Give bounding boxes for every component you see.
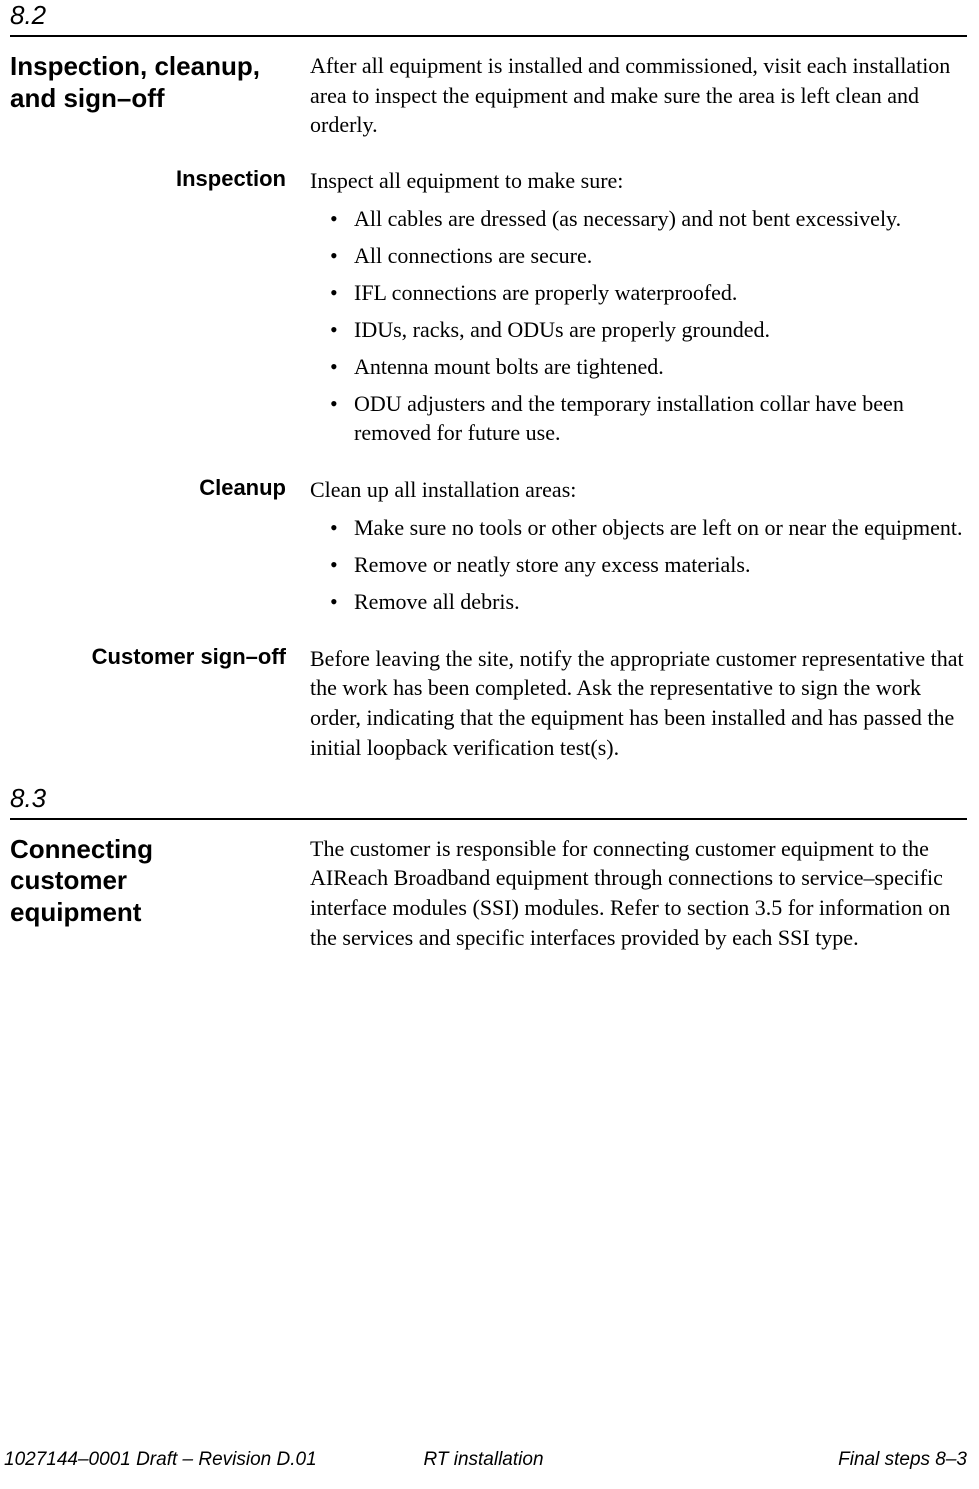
list-item: Make sure no tools or other objects are … xyxy=(310,513,967,542)
list-item: IFL connections are properly waterproofe… xyxy=(310,278,967,307)
title-line: customer xyxy=(10,865,127,895)
inspection-list: All cables are dressed (as necessary) an… xyxy=(310,204,967,447)
title-line: Inspection, cleanup, xyxy=(10,51,260,81)
section-title-connecting: Connecting customer equipment xyxy=(10,834,286,929)
intro-text: After all equipment is installed and com… xyxy=(310,51,967,140)
title-line: and sign–off xyxy=(10,83,165,113)
section-number-8-3: 8.3 xyxy=(10,783,967,814)
cleanup-list: Make sure no tools or other objects are … xyxy=(310,513,967,616)
list-item: IDUs, racks, and ODUs are properly groun… xyxy=(310,315,967,344)
sub-heading-cleanup: Cleanup xyxy=(199,475,286,500)
row-connecting: Connecting customer equipment The custom… xyxy=(10,834,967,953)
title-line: Connecting xyxy=(10,834,153,864)
title-line: equipment xyxy=(10,897,141,927)
sub-heading-signoff: Customer sign–off xyxy=(92,644,286,669)
section-number-8-2: 8.2 xyxy=(10,0,967,31)
cleanup-lead: Clean up all installation areas: xyxy=(310,475,967,505)
rule-8-3 xyxy=(10,818,967,820)
signoff-body: Before leaving the site, notify the appr… xyxy=(310,644,967,763)
rule-8-2 xyxy=(10,35,967,37)
page-footer: 1027144–0001 Draft – Revision D.01 RT in… xyxy=(0,1449,967,1471)
inspection-lead: Inspect all equipment to make sure: xyxy=(310,166,967,196)
connecting-body: The customer is responsible for connecti… xyxy=(310,834,967,953)
list-item: ODU adjusters and the temporary installa… xyxy=(310,389,967,447)
list-item: All cables are dressed (as necessary) an… xyxy=(310,204,967,233)
row-inspection: Inspection Inspect all equipment to make… xyxy=(10,166,967,455)
list-item: Remove all debris. xyxy=(310,587,967,616)
list-item: Remove or neatly store any excess materi… xyxy=(310,550,967,579)
row-intro: Inspection, cleanup, and sign–off After … xyxy=(10,51,967,140)
row-cleanup: Cleanup Clean up all installation areas:… xyxy=(10,475,967,624)
list-item: All connections are secure. xyxy=(310,241,967,270)
footer-center: RT installation xyxy=(0,1449,967,1471)
sub-heading-inspection: Inspection xyxy=(176,166,286,191)
section-title-inspection: Inspection, cleanup, and sign–off xyxy=(10,51,286,114)
list-item: Antenna mount bolts are tightened. xyxy=(310,352,967,381)
row-signoff: Customer sign–off Before leaving the sit… xyxy=(10,644,967,763)
